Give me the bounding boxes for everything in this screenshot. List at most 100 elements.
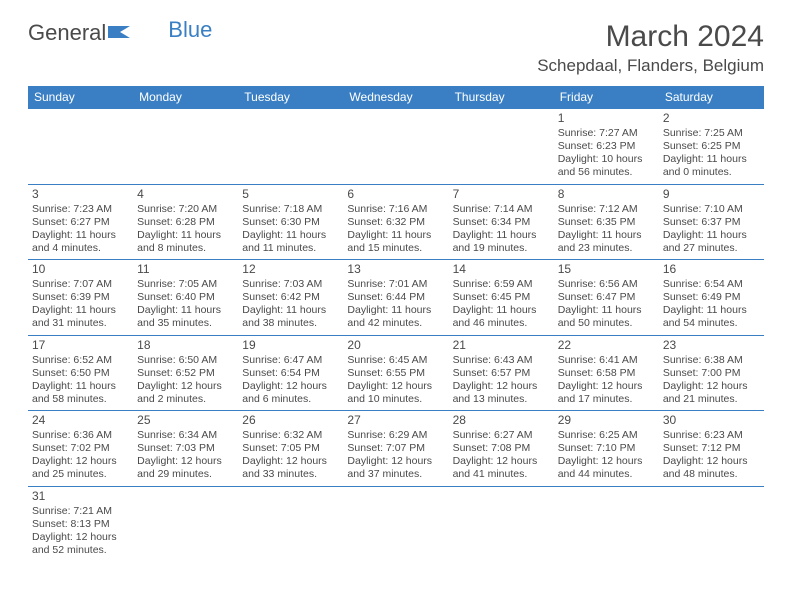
daylight-text: Daylight: 11 hours [453,304,550,317]
day-number: 24 [32,413,129,428]
daylight-text: Daylight: 11 hours [453,229,550,242]
sunset-text: Sunset: 7:03 PM [137,442,234,455]
daylight-text: and 6 minutes. [242,393,339,406]
calendar-cell: 25Sunrise: 6:34 AMSunset: 7:03 PMDayligh… [133,411,238,487]
weekday-header-row: Sunday Monday Tuesday Wednesday Thursday… [28,86,764,109]
calendar-cell: 17Sunrise: 6:52 AMSunset: 6:50 PMDayligh… [28,335,133,411]
sunrise-text: Sunrise: 6:43 AM [453,354,550,367]
sunrise-text: Sunrise: 6:52 AM [32,354,129,367]
sunrise-text: Sunrise: 6:32 AM [242,429,339,442]
sunrise-text: Sunrise: 7:12 AM [558,203,655,216]
calendar-cell: 16Sunrise: 6:54 AMSunset: 6:49 PMDayligh… [659,260,764,336]
sunrise-text: Sunrise: 7:07 AM [32,278,129,291]
sunrise-text: Sunrise: 7:03 AM [242,278,339,291]
day-number: 15 [558,262,655,277]
sunset-text: Sunset: 6:30 PM [242,216,339,229]
daylight-text: and 42 minutes. [347,317,444,330]
sunrise-text: Sunrise: 6:29 AM [347,429,444,442]
sunset-text: Sunset: 7:12 PM [663,442,760,455]
daylight-text: Daylight: 12 hours [137,380,234,393]
calendar-row: 17Sunrise: 6:52 AMSunset: 6:50 PMDayligh… [28,335,764,411]
calendar-cell: 8Sunrise: 7:12 AMSunset: 6:35 PMDaylight… [554,184,659,260]
day-number: 10 [32,262,129,277]
day-number: 11 [137,262,234,277]
sunset-text: Sunset: 7:05 PM [242,442,339,455]
day-number: 26 [242,413,339,428]
daylight-text: Daylight: 11 hours [663,229,760,242]
sunrise-text: Sunrise: 6:36 AM [32,429,129,442]
sunset-text: Sunset: 7:10 PM [558,442,655,455]
calendar-cell: 23Sunrise: 6:38 AMSunset: 7:00 PMDayligh… [659,335,764,411]
weekday-header: Thursday [449,86,554,109]
logo: General Blue [28,20,212,46]
header: General Blue March 2024 Schepdaal, Fland… [28,20,764,76]
daylight-text: Daylight: 11 hours [663,304,760,317]
sunrise-text: Sunrise: 7:18 AM [242,203,339,216]
daylight-text: and 35 minutes. [137,317,234,330]
calendar-cell: 30Sunrise: 6:23 AMSunset: 7:12 PMDayligh… [659,411,764,487]
daylight-text: and 31 minutes. [32,317,129,330]
calendar-cell: 22Sunrise: 6:41 AMSunset: 6:58 PMDayligh… [554,335,659,411]
calendar-cell: 15Sunrise: 6:56 AMSunset: 6:47 PMDayligh… [554,260,659,336]
daylight-text: Daylight: 12 hours [32,455,129,468]
weekday-header: Saturday [659,86,764,109]
sunset-text: Sunset: 8:13 PM [32,518,129,531]
sunset-text: Sunset: 6:57 PM [453,367,550,380]
daylight-text: and 37 minutes. [347,468,444,481]
daylight-text: Daylight: 12 hours [347,380,444,393]
daylight-text: Daylight: 11 hours [347,304,444,317]
day-number: 13 [347,262,444,277]
sunrise-text: Sunrise: 6:54 AM [663,278,760,291]
day-number: 19 [242,338,339,353]
daylight-text: and 46 minutes. [453,317,550,330]
day-number: 17 [32,338,129,353]
calendar-cell: 24Sunrise: 6:36 AMSunset: 7:02 PMDayligh… [28,411,133,487]
daylight-text: and 44 minutes. [558,468,655,481]
daylight-text: Daylight: 12 hours [242,380,339,393]
sunrise-text: Sunrise: 6:38 AM [663,354,760,367]
weekday-header: Wednesday [343,86,448,109]
daylight-text: and 41 minutes. [453,468,550,481]
day-number: 6 [347,187,444,202]
daylight-text: and 58 minutes. [32,393,129,406]
daylight-text: Daylight: 12 hours [453,455,550,468]
calendar-cell: 12Sunrise: 7:03 AMSunset: 6:42 PMDayligh… [238,260,343,336]
sunset-text: Sunset: 6:42 PM [242,291,339,304]
calendar-cell: 21Sunrise: 6:43 AMSunset: 6:57 PMDayligh… [449,335,554,411]
calendar-cell: 3Sunrise: 7:23 AMSunset: 6:27 PMDaylight… [28,184,133,260]
calendar-cell: 20Sunrise: 6:45 AMSunset: 6:55 PMDayligh… [343,335,448,411]
daylight-text: Daylight: 12 hours [663,455,760,468]
calendar-cell: 29Sunrise: 6:25 AMSunset: 7:10 PMDayligh… [554,411,659,487]
calendar-cell: 28Sunrise: 6:27 AMSunset: 7:08 PMDayligh… [449,411,554,487]
sunset-text: Sunset: 6:54 PM [242,367,339,380]
daylight-text: and 25 minutes. [32,468,129,481]
calendar-cell [659,486,764,561]
daylight-text: and 56 minutes. [558,166,655,179]
calendar-row: 10Sunrise: 7:07 AMSunset: 6:39 PMDayligh… [28,260,764,336]
calendar-cell: 10Sunrise: 7:07 AMSunset: 6:39 PMDayligh… [28,260,133,336]
daylight-text: and 33 minutes. [242,468,339,481]
day-number: 2 [663,111,760,126]
calendar-cell: 19Sunrise: 6:47 AMSunset: 6:54 PMDayligh… [238,335,343,411]
day-number: 22 [558,338,655,353]
calendar-cell: 4Sunrise: 7:20 AMSunset: 6:28 PMDaylight… [133,184,238,260]
sunset-text: Sunset: 6:52 PM [137,367,234,380]
sunrise-text: Sunrise: 7:10 AM [663,203,760,216]
calendar-cell [28,109,133,185]
sunrise-text: Sunrise: 7:25 AM [663,127,760,140]
daylight-text: Daylight: 11 hours [242,229,339,242]
sunset-text: Sunset: 6:40 PM [137,291,234,304]
logo-text-2: Blue [168,17,212,43]
daylight-text: Daylight: 11 hours [242,304,339,317]
sunrise-text: Sunrise: 6:50 AM [137,354,234,367]
daylight-text: Daylight: 12 hours [558,455,655,468]
daylight-text: Daylight: 11 hours [663,153,760,166]
daylight-text: and 21 minutes. [663,393,760,406]
sunrise-text: Sunrise: 7:20 AM [137,203,234,216]
sunrise-text: Sunrise: 7:16 AM [347,203,444,216]
daylight-text: and 8 minutes. [137,242,234,255]
calendar-cell: 9Sunrise: 7:10 AMSunset: 6:37 PMDaylight… [659,184,764,260]
calendar-cell [238,109,343,185]
daylight-text: and 38 minutes. [242,317,339,330]
daylight-text: Daylight: 12 hours [32,531,129,544]
